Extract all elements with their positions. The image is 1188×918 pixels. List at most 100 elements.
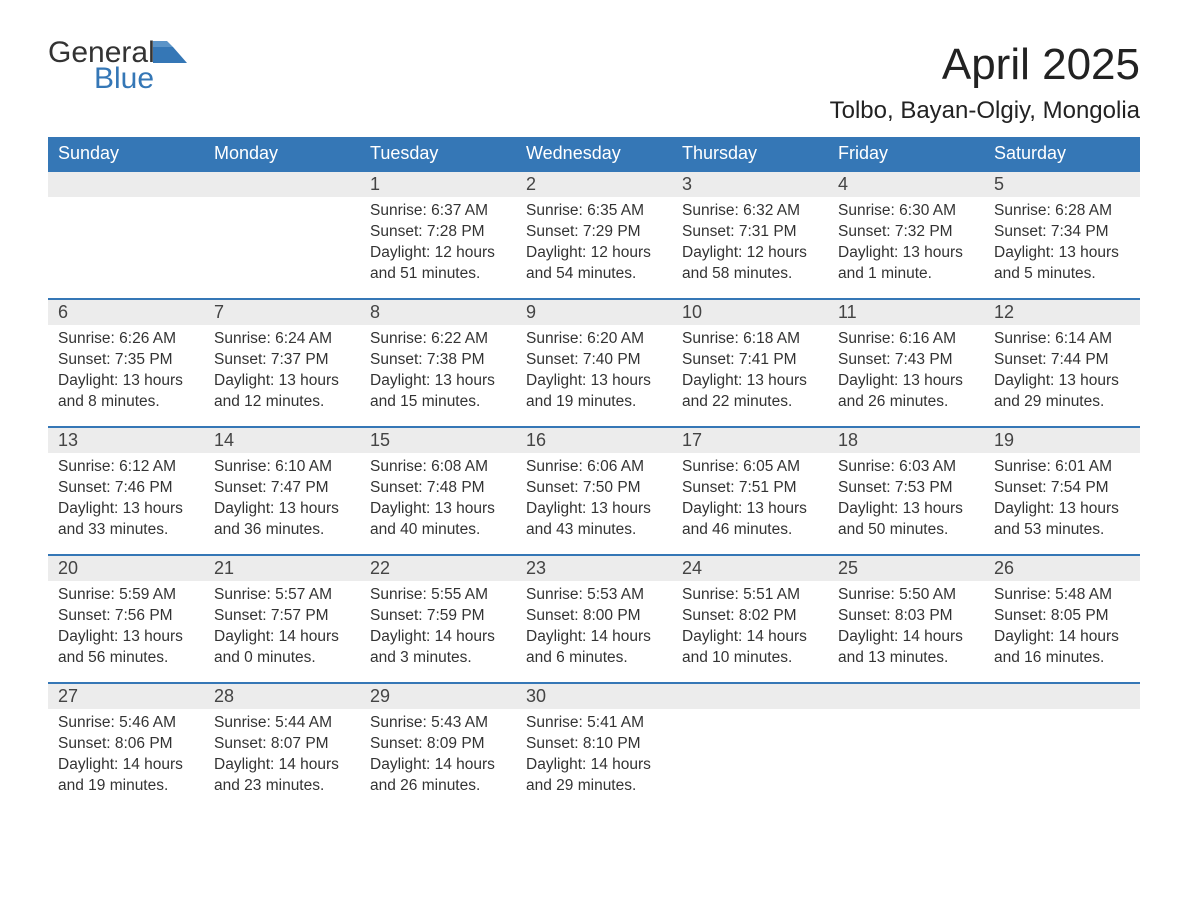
day-detail: Sunrise: 6:35 AMSunset: 7:29 PMDaylight:… bbox=[516, 197, 672, 293]
calendar-day-cell: 18Sunrise: 6:03 AMSunset: 7:53 PMDayligh… bbox=[828, 427, 984, 555]
day-number: 25 bbox=[828, 556, 984, 581]
calendar-week-row: 13Sunrise: 6:12 AMSunset: 7:46 PMDayligh… bbox=[48, 427, 1140, 555]
calendar-day-cell: 20Sunrise: 5:59 AMSunset: 7:56 PMDayligh… bbox=[48, 555, 204, 683]
empty-daynum bbox=[828, 684, 984, 709]
weekday-header: Thursday bbox=[672, 137, 828, 171]
day-detail: Sunrise: 5:44 AMSunset: 8:07 PMDaylight:… bbox=[204, 709, 360, 805]
day-detail: Sunrise: 6:14 AMSunset: 7:44 PMDaylight:… bbox=[984, 325, 1140, 421]
day-detail: Sunrise: 6:24 AMSunset: 7:37 PMDaylight:… bbox=[204, 325, 360, 421]
calendar-day-cell: 7Sunrise: 6:24 AMSunset: 7:37 PMDaylight… bbox=[204, 299, 360, 427]
day-number: 5 bbox=[984, 172, 1140, 197]
day-detail: Sunrise: 6:18 AMSunset: 7:41 PMDaylight:… bbox=[672, 325, 828, 421]
weekday-header: Tuesday bbox=[360, 137, 516, 171]
page-title: April 2025 bbox=[942, 40, 1140, 90]
day-detail: Sunrise: 5:59 AMSunset: 7:56 PMDaylight:… bbox=[48, 581, 204, 677]
day-number: 21 bbox=[204, 556, 360, 581]
day-number: 11 bbox=[828, 300, 984, 325]
day-detail: Sunrise: 6:05 AMSunset: 7:51 PMDaylight:… bbox=[672, 453, 828, 549]
calendar-day-cell: 16Sunrise: 6:06 AMSunset: 7:50 PMDayligh… bbox=[516, 427, 672, 555]
day-detail: Sunrise: 5:50 AMSunset: 8:03 PMDaylight:… bbox=[828, 581, 984, 677]
empty-daynum bbox=[984, 684, 1140, 709]
logo-word2: Blue bbox=[94, 66, 155, 92]
calendar-day-cell bbox=[48, 171, 204, 299]
day-detail: Sunrise: 6:20 AMSunset: 7:40 PMDaylight:… bbox=[516, 325, 672, 421]
calendar-day-cell: 29Sunrise: 5:43 AMSunset: 8:09 PMDayligh… bbox=[360, 683, 516, 811]
calendar-day-cell: 30Sunrise: 5:41 AMSunset: 8:10 PMDayligh… bbox=[516, 683, 672, 811]
calendar-day-cell: 22Sunrise: 5:55 AMSunset: 7:59 PMDayligh… bbox=[360, 555, 516, 683]
day-detail: Sunrise: 6:08 AMSunset: 7:48 PMDaylight:… bbox=[360, 453, 516, 549]
empty-daynum bbox=[48, 172, 204, 197]
calendar-day-cell: 11Sunrise: 6:16 AMSunset: 7:43 PMDayligh… bbox=[828, 299, 984, 427]
day-number: 9 bbox=[516, 300, 672, 325]
location-text: Tolbo, Bayan-Olgiy, Mongolia bbox=[48, 97, 1140, 125]
day-detail: Sunrise: 5:53 AMSunset: 8:00 PMDaylight:… bbox=[516, 581, 672, 677]
day-number: 10 bbox=[672, 300, 828, 325]
day-detail: Sunrise: 6:16 AMSunset: 7:43 PMDaylight:… bbox=[828, 325, 984, 421]
day-number: 26 bbox=[984, 556, 1140, 581]
day-number: 2 bbox=[516, 172, 672, 197]
day-detail: Sunrise: 5:41 AMSunset: 8:10 PMDaylight:… bbox=[516, 709, 672, 805]
day-number: 3 bbox=[672, 172, 828, 197]
day-number: 19 bbox=[984, 428, 1140, 453]
day-number: 15 bbox=[360, 428, 516, 453]
day-number: 1 bbox=[360, 172, 516, 197]
day-number: 14 bbox=[204, 428, 360, 453]
day-number: 12 bbox=[984, 300, 1140, 325]
calendar-week-row: 27Sunrise: 5:46 AMSunset: 8:06 PMDayligh… bbox=[48, 683, 1140, 811]
day-detail: Sunrise: 6:32 AMSunset: 7:31 PMDaylight:… bbox=[672, 197, 828, 293]
day-number: 8 bbox=[360, 300, 516, 325]
calendar-day-cell bbox=[828, 683, 984, 811]
calendar-week-row: 6Sunrise: 6:26 AMSunset: 7:35 PMDaylight… bbox=[48, 299, 1140, 427]
calendar-day-cell: 15Sunrise: 6:08 AMSunset: 7:48 PMDayligh… bbox=[360, 427, 516, 555]
calendar-day-cell: 4Sunrise: 6:30 AMSunset: 7:32 PMDaylight… bbox=[828, 171, 984, 299]
calendar-day-cell: 21Sunrise: 5:57 AMSunset: 7:57 PMDayligh… bbox=[204, 555, 360, 683]
calendar-day-cell: 28Sunrise: 5:44 AMSunset: 8:07 PMDayligh… bbox=[204, 683, 360, 811]
day-detail: Sunrise: 6:06 AMSunset: 7:50 PMDaylight:… bbox=[516, 453, 672, 549]
calendar-day-cell: 27Sunrise: 5:46 AMSunset: 8:06 PMDayligh… bbox=[48, 683, 204, 811]
day-number: 29 bbox=[360, 684, 516, 709]
day-detail: Sunrise: 5:46 AMSunset: 8:06 PMDaylight:… bbox=[48, 709, 204, 805]
day-detail: Sunrise: 5:51 AMSunset: 8:02 PMDaylight:… bbox=[672, 581, 828, 677]
calendar-day-cell: 6Sunrise: 6:26 AMSunset: 7:35 PMDaylight… bbox=[48, 299, 204, 427]
calendar-day-cell: 13Sunrise: 6:12 AMSunset: 7:46 PMDayligh… bbox=[48, 427, 204, 555]
calendar-day-cell: 2Sunrise: 6:35 AMSunset: 7:29 PMDaylight… bbox=[516, 171, 672, 299]
empty-daynum bbox=[204, 172, 360, 197]
day-detail: Sunrise: 6:22 AMSunset: 7:38 PMDaylight:… bbox=[360, 325, 516, 421]
weekday-header: Monday bbox=[204, 137, 360, 171]
calendar-day-cell: 23Sunrise: 5:53 AMSunset: 8:00 PMDayligh… bbox=[516, 555, 672, 683]
calendar-day-cell: 24Sunrise: 5:51 AMSunset: 8:02 PMDayligh… bbox=[672, 555, 828, 683]
calendar-day-cell: 14Sunrise: 6:10 AMSunset: 7:47 PMDayligh… bbox=[204, 427, 360, 555]
day-detail: Sunrise: 6:28 AMSunset: 7:34 PMDaylight:… bbox=[984, 197, 1140, 293]
calendar-day-cell: 12Sunrise: 6:14 AMSunset: 7:44 PMDayligh… bbox=[984, 299, 1140, 427]
calendar-day-cell: 5Sunrise: 6:28 AMSunset: 7:34 PMDaylight… bbox=[984, 171, 1140, 299]
day-number: 7 bbox=[204, 300, 360, 325]
day-number: 18 bbox=[828, 428, 984, 453]
weekday-header: Friday bbox=[828, 137, 984, 171]
weekday-header: Sunday bbox=[48, 137, 204, 171]
day-number: 27 bbox=[48, 684, 204, 709]
day-number: 16 bbox=[516, 428, 672, 453]
calendar-day-cell bbox=[984, 683, 1140, 811]
empty-daynum bbox=[672, 684, 828, 709]
day-number: 6 bbox=[48, 300, 204, 325]
day-number: 24 bbox=[672, 556, 828, 581]
day-number: 20 bbox=[48, 556, 204, 581]
day-number: 28 bbox=[204, 684, 360, 709]
calendar-week-row: 20Sunrise: 5:59 AMSunset: 7:56 PMDayligh… bbox=[48, 555, 1140, 683]
calendar-table: SundayMondayTuesdayWednesdayThursdayFrid… bbox=[48, 137, 1140, 811]
calendar-day-cell: 10Sunrise: 6:18 AMSunset: 7:41 PMDayligh… bbox=[672, 299, 828, 427]
calendar-day-cell: 1Sunrise: 6:37 AMSunset: 7:28 PMDaylight… bbox=[360, 171, 516, 299]
calendar-day-cell: 25Sunrise: 5:50 AMSunset: 8:03 PMDayligh… bbox=[828, 555, 984, 683]
day-number: 17 bbox=[672, 428, 828, 453]
day-detail: Sunrise: 6:01 AMSunset: 7:54 PMDaylight:… bbox=[984, 453, 1140, 549]
weekday-header-row: SundayMondayTuesdayWednesdayThursdayFrid… bbox=[48, 137, 1140, 171]
day-detail: Sunrise: 6:12 AMSunset: 7:46 PMDaylight:… bbox=[48, 453, 204, 549]
day-number: 4 bbox=[828, 172, 984, 197]
day-detail: Sunrise: 5:48 AMSunset: 8:05 PMDaylight:… bbox=[984, 581, 1140, 677]
day-detail: Sunrise: 5:43 AMSunset: 8:09 PMDaylight:… bbox=[360, 709, 516, 805]
day-number: 23 bbox=[516, 556, 672, 581]
day-detail: Sunrise: 6:03 AMSunset: 7:53 PMDaylight:… bbox=[828, 453, 984, 549]
day-detail: Sunrise: 6:10 AMSunset: 7:47 PMDaylight:… bbox=[204, 453, 360, 549]
day-number: 30 bbox=[516, 684, 672, 709]
day-number: 22 bbox=[360, 556, 516, 581]
